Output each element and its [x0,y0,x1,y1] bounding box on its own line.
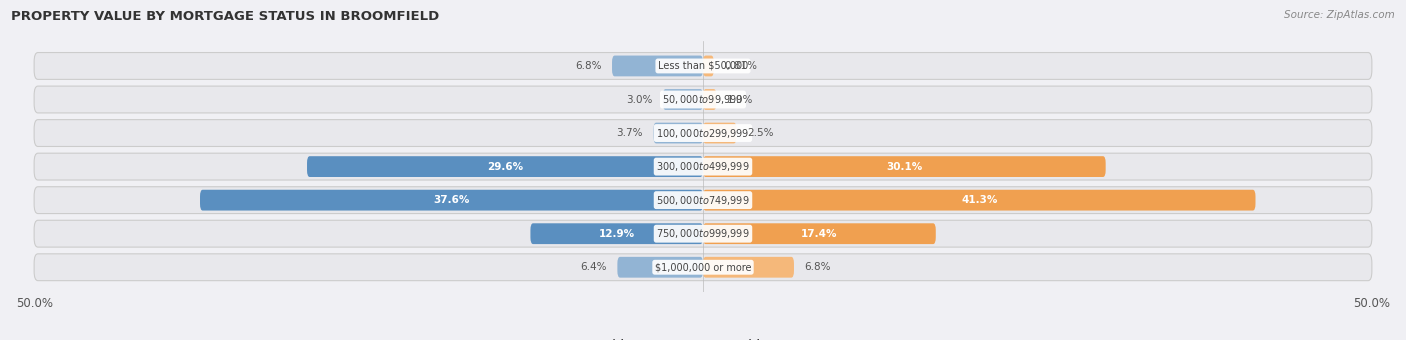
FancyBboxPatch shape [662,89,703,110]
Text: PROPERTY VALUE BY MORTGAGE STATUS IN BROOMFIELD: PROPERTY VALUE BY MORTGAGE STATUS IN BRO… [11,10,440,23]
FancyBboxPatch shape [654,123,703,143]
Text: 2.5%: 2.5% [747,128,773,138]
FancyBboxPatch shape [703,223,936,244]
Text: 29.6%: 29.6% [486,162,523,172]
Text: Less than $50,000: Less than $50,000 [658,61,748,71]
FancyBboxPatch shape [703,123,737,143]
Text: 0.81%: 0.81% [724,61,758,71]
Legend: Without Mortgage, With Mortgage: Without Mortgage, With Mortgage [576,335,830,340]
FancyBboxPatch shape [617,257,703,278]
Text: 6.8%: 6.8% [575,61,602,71]
Text: 6.4%: 6.4% [581,262,606,272]
Text: $500,000 to $749,999: $500,000 to $749,999 [657,194,749,207]
Text: 12.9%: 12.9% [599,229,634,239]
FancyBboxPatch shape [530,223,703,244]
FancyBboxPatch shape [34,220,1372,247]
Text: $300,000 to $499,999: $300,000 to $499,999 [657,160,749,173]
Text: Source: ZipAtlas.com: Source: ZipAtlas.com [1284,10,1395,20]
Text: 17.4%: 17.4% [801,229,838,239]
Text: 37.6%: 37.6% [433,195,470,205]
Text: 41.3%: 41.3% [962,195,997,205]
Text: 1.0%: 1.0% [727,95,754,104]
FancyBboxPatch shape [703,55,714,76]
Text: 30.1%: 30.1% [886,162,922,172]
FancyBboxPatch shape [612,55,703,76]
FancyBboxPatch shape [703,190,1256,210]
FancyBboxPatch shape [703,156,1105,177]
Text: $100,000 to $299,999: $100,000 to $299,999 [657,126,749,139]
Text: $50,000 to $99,999: $50,000 to $99,999 [662,93,744,106]
FancyBboxPatch shape [34,86,1372,113]
FancyBboxPatch shape [34,153,1372,180]
FancyBboxPatch shape [34,187,1372,214]
Text: $1,000,000 or more: $1,000,000 or more [655,262,751,272]
FancyBboxPatch shape [34,254,1372,280]
Text: $750,000 to $999,999: $750,000 to $999,999 [657,227,749,240]
Text: 3.0%: 3.0% [626,95,652,104]
FancyBboxPatch shape [703,257,794,278]
FancyBboxPatch shape [307,156,703,177]
Text: 3.7%: 3.7% [616,128,643,138]
FancyBboxPatch shape [34,120,1372,147]
FancyBboxPatch shape [703,89,717,110]
FancyBboxPatch shape [34,53,1372,79]
Text: 6.8%: 6.8% [804,262,831,272]
FancyBboxPatch shape [200,190,703,210]
